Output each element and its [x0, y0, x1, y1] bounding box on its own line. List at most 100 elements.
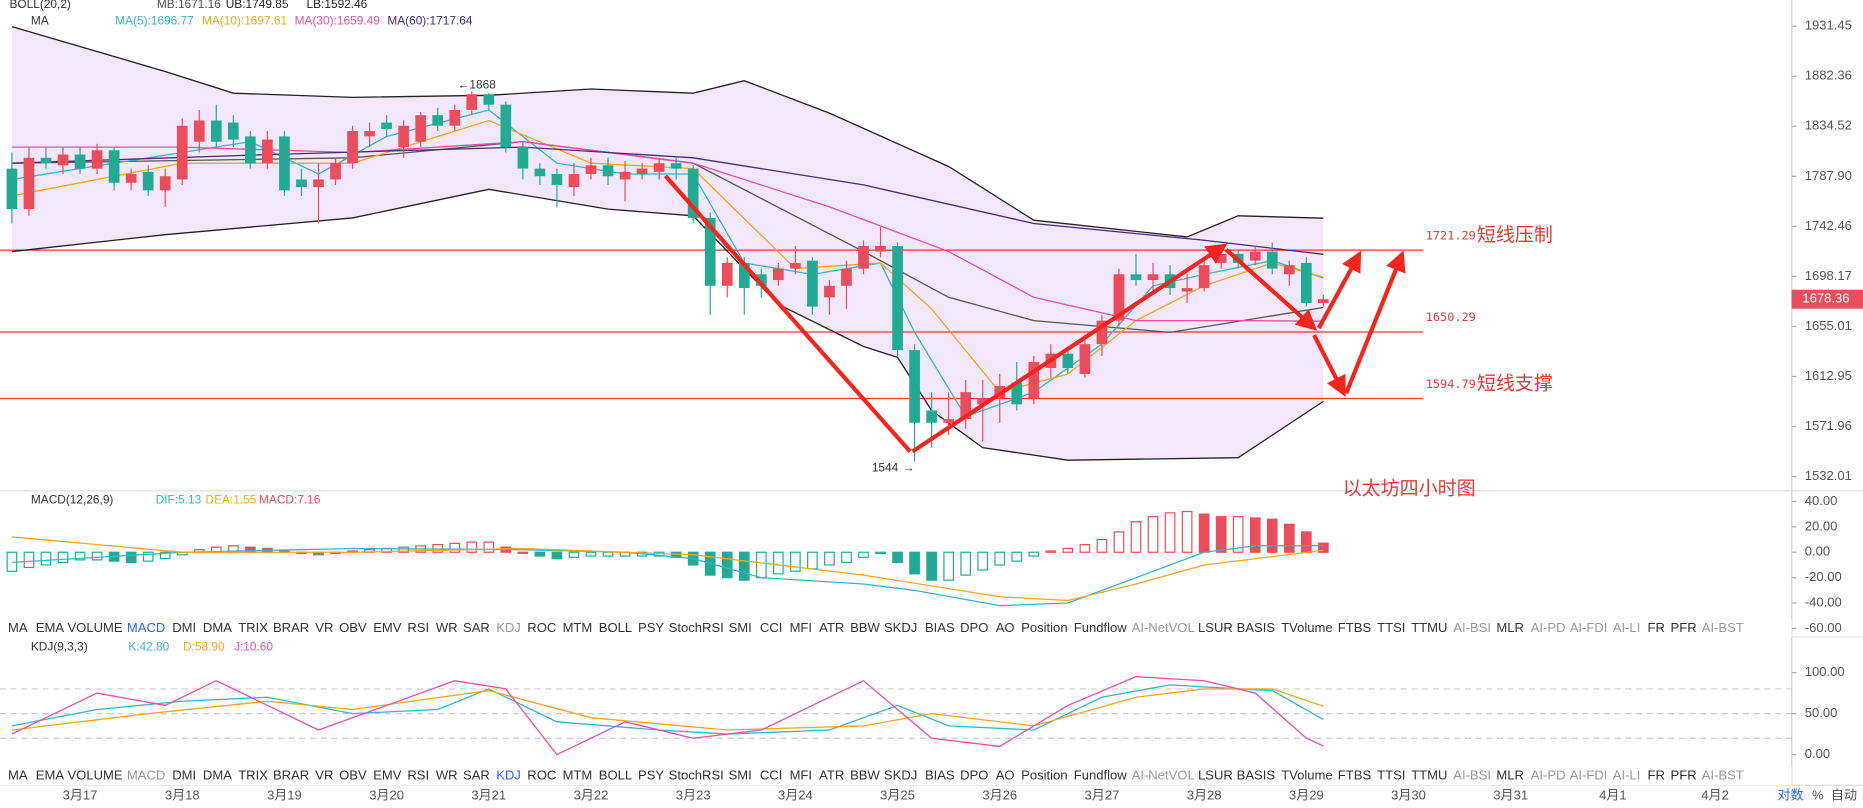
indicator-tab[interactable]: WR — [436, 767, 458, 782]
indicator-tab[interactable]: Position — [1021, 620, 1067, 635]
indicator-tab[interactable]: PSY — [638, 767, 664, 782]
candle-body — [704, 217, 716, 286]
indicator-tab[interactable]: CCI — [760, 767, 782, 782]
indicator-tab[interactable]: DMI — [172, 767, 196, 782]
indicator-tab[interactable]: EMA — [36, 620, 65, 635]
indicator-tab[interactable]: AI-BSI — [1453, 620, 1491, 635]
indicator-tab[interactable]: PFR — [1671, 767, 1697, 782]
indicator-tab[interactable]: SKDJ — [884, 767, 917, 782]
indicator-tab[interactable]: BOLL — [599, 620, 632, 635]
indicator-tab[interactable]: TTMU — [1411, 767, 1447, 782]
indicator-tab[interactable]: MTM — [563, 767, 593, 782]
indicator-tab[interactable]: AI-FDI — [1570, 620, 1608, 635]
indicator-tab[interactable]: TTMU — [1411, 620, 1447, 635]
indicator-tab[interactable]: TRIX — [238, 620, 268, 635]
indicator-tab[interactable]: AI-LI — [1613, 620, 1641, 635]
indicator-tab[interactable]: DPO — [960, 620, 988, 635]
indicator-tab[interactable]: AI-PD — [1531, 620, 1566, 635]
indicator-tab[interactable]: EMA — [36, 767, 65, 782]
indicator-tab[interactable]: BIAS — [925, 620, 955, 635]
indicator-tab[interactable]: CCI — [760, 620, 782, 635]
indicator-tab[interactable]: EMV — [373, 767, 402, 782]
indicator-tab[interactable]: DMA — [203, 767, 232, 782]
indicator-tab[interactable]: ATR — [819, 767, 844, 782]
indicator-tab[interactable]: SMI — [729, 767, 752, 782]
indicator-tab[interactable]: SMI — [729, 620, 752, 635]
indicator-tab[interactable]: LSUR — [1198, 767, 1233, 782]
indicator-tab[interactable]: WR — [436, 620, 458, 635]
indicator-tab[interactable]: DMI — [172, 620, 196, 635]
indicator-tab[interactable]: Fundflow — [1074, 620, 1128, 635]
indicator-tab[interactable]: BASIS — [1237, 767, 1276, 782]
indicator-tab[interactable]: AI-BSI — [1453, 767, 1491, 782]
indicator-tab[interactable]: AI-BST — [1702, 767, 1744, 782]
indicator-tab[interactable]: MFI — [790, 767, 812, 782]
indicator-tab[interactable]: BOLL — [599, 767, 632, 782]
indicator-tab[interactable]: KDJ — [496, 620, 521, 635]
indicator-tab[interactable]: EMV — [373, 620, 402, 635]
indicator-tab[interactable]: AI-NetVOL — [1132, 767, 1195, 782]
indicator-tab[interactable]: PFR — [1671, 620, 1697, 635]
indicator-tab[interactable]: MACD — [127, 767, 165, 782]
indicator-tab[interactable]: TRIX — [238, 767, 268, 782]
histogram-bar — [858, 551, 869, 558]
indicator-tab[interactable]: StochRSI — [669, 620, 724, 635]
indicator-tab[interactable]: FTBS — [1338, 767, 1372, 782]
indicator-tab[interactable]: MACD — [127, 620, 165, 635]
indicator-tab[interactable]: MTM — [563, 620, 593, 635]
indicator-tab[interactable]: OBV — [339, 620, 367, 635]
indicator-tab[interactable]: Fundflow — [1074, 767, 1128, 782]
indicator-tab[interactable]: FR — [1648, 620, 1665, 635]
indicator-tab[interactable]: TTSI — [1377, 767, 1405, 782]
indicator-tab[interactable]: StochRSI — [669, 767, 724, 782]
indicator-tab[interactable]: KDJ — [496, 767, 521, 782]
indicator-tab[interactable]: SKDJ — [884, 620, 917, 635]
indicator-tab[interactable]: MLR — [1496, 620, 1524, 635]
indicator-tab[interactable]: SAR — [463, 620, 490, 635]
indicator-tab[interactable]: AI-BST — [1702, 620, 1744, 635]
indicator-tab[interactable]: TTSI — [1377, 620, 1405, 635]
indicator-tab[interactable]: MFI — [790, 620, 812, 635]
axis-option[interactable]: 自动 — [1831, 788, 1857, 803]
indicator-tab[interactable]: BRAR — [273, 620, 309, 635]
indicator-tab[interactable]: PSY — [638, 620, 664, 635]
indicator-tab[interactable]: FR — [1648, 767, 1665, 782]
indicator-tab[interactable]: FTBS — [1338, 620, 1372, 635]
candle-body — [483, 94, 495, 105]
histogram-bar — [807, 551, 818, 570]
indicator-tab[interactable]: TVolume — [1281, 767, 1332, 782]
indicator-tab[interactable]: AI-LI — [1613, 767, 1641, 782]
indicator-tab[interactable]: DPO — [960, 767, 988, 782]
histogram-bar — [1147, 516, 1159, 553]
indicator-tab[interactable]: MA — [8, 767, 28, 782]
indicator-tab[interactable]: BRAR — [273, 767, 309, 782]
axis-option[interactable]: 对数 — [1777, 788, 1803, 803]
indicator-tab[interactable]: DMA — [203, 620, 232, 635]
indicator-tab[interactable]: AO — [996, 767, 1015, 782]
indicator-tab[interactable]: RSI — [407, 767, 429, 782]
indicator-tab[interactable]: TVolume — [1281, 620, 1332, 635]
indicator-tab[interactable]: AO — [996, 620, 1015, 635]
indicator-tab[interactable]: AI-PD — [1531, 767, 1566, 782]
indicator-tab[interactable]: VOLUME — [67, 767, 122, 782]
indicator-tab[interactable]: BASIS — [1237, 620, 1276, 635]
indicator-tab[interactable]: RSI — [407, 620, 429, 635]
indicator-tab[interactable]: MA — [8, 620, 28, 635]
indicator-tab[interactable]: SAR — [463, 767, 490, 782]
indicator-tab[interactable]: AI-NetVOL — [1132, 620, 1195, 635]
indicator-tab[interactable]: LSUR — [1198, 620, 1233, 635]
indicator-tab[interactable]: OBV — [339, 767, 367, 782]
indicator-tab[interactable]: Position — [1021, 767, 1067, 782]
indicator-tab[interactable]: BBW — [850, 767, 880, 782]
indicator-tab[interactable]: VOLUME — [67, 620, 122, 635]
indicator-tab[interactable]: BIAS — [925, 767, 955, 782]
indicator-tab[interactable]: BBW — [850, 620, 880, 635]
indicator-tab[interactable]: ROC — [527, 767, 556, 782]
indicator-tab[interactable]: VR — [315, 767, 333, 782]
indicator-tab[interactable]: VR — [315, 620, 333, 635]
indicator-tab[interactable]: ROC — [527, 620, 556, 635]
axis-option[interactable]: % — [1812, 788, 1824, 803]
indicator-tab[interactable]: MLR — [1496, 767, 1524, 782]
indicator-tab[interactable]: AI-FDI — [1570, 767, 1608, 782]
indicator-tab[interactable]: ATR — [819, 620, 844, 635]
